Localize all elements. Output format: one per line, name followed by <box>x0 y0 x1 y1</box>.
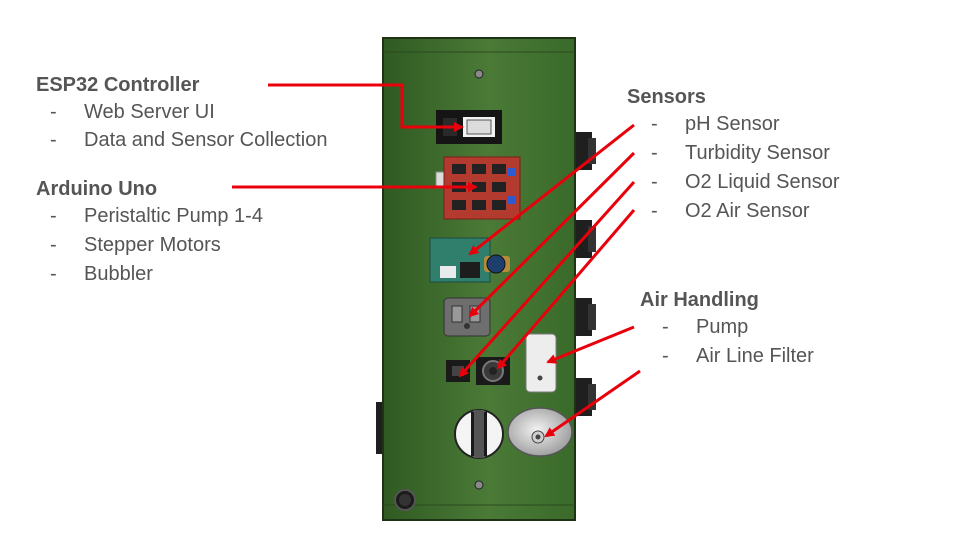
list-item: - Turbidity Sensor <box>637 139 840 168</box>
esp32-controller-group: ESP32 Controller - Web Server UI - Data an… <box>36 72 327 154</box>
air-handling-list: - Pump - Air Line Filter <box>648 313 814 371</box>
list-item-label: Web Server UI <box>84 101 215 123</box>
o2-air-sensor <box>476 357 510 385</box>
list-item-label: Pump <box>696 316 749 338</box>
bullet-dash: - <box>662 345 669 367</box>
list-item: - Peristaltic Pump 1-4 <box>36 202 263 231</box>
bullet-dash: - <box>50 234 57 256</box>
bubbler-disc <box>454 409 504 459</box>
list-item-label: Data and Sensor Collection <box>84 129 328 151</box>
list-item-label: Air Line Filter <box>696 345 814 367</box>
bullet-dash: - <box>662 316 669 338</box>
list-item-label: O2 Air Sensor <box>685 200 810 222</box>
air-line-filter-disc <box>507 407 573 457</box>
list-item-label: Bubbler <box>84 263 153 285</box>
arduino-shield <box>435 156 521 220</box>
bullet-dash: - <box>50 101 57 123</box>
sensors-title: Sensors <box>627 86 706 108</box>
left-connector <box>376 402 386 454</box>
list-item-label: Stepper Motors <box>84 234 221 256</box>
sensors-list: - pH Sensor - Turbidity Sensor - O2 Liquid … <box>637 110 840 226</box>
list-item: - O2 Liquid Sensor <box>637 168 840 197</box>
bullet-dash: - <box>651 200 658 222</box>
arduino-uno-list: - Peristaltic Pump 1-4 - Stepper Motors - B… <box>36 202 263 289</box>
list-item-label: O2 Liquid Sensor <box>685 171 840 193</box>
esp32-controller-list: - Web Server UI - Data and Sensor Collecti… <box>36 98 327 154</box>
o2-liquid-sensor <box>446 360 470 382</box>
bullet-dash: - <box>651 113 658 135</box>
air-pump <box>525 333 557 393</box>
list-item: - Web Server UI <box>36 98 327 126</box>
arduino-uno-title: Arduino Uno <box>36 178 158 200</box>
list-item-label: pH Sensor <box>685 113 780 135</box>
turbidity-sensor <box>443 297 491 337</box>
bullet-dash: - <box>651 171 658 193</box>
bullet-dash: - <box>50 263 57 285</box>
arduino-uno-group: Arduino Uno - Peristaltic Pump 1-4 - Stepp… <box>36 176 263 289</box>
list-item-label: Turbidity Sensor <box>685 142 830 164</box>
esp32-controller-title: ESP32 Controller <box>36 74 200 96</box>
list-item: - Pump <box>648 313 814 342</box>
sensors-group: Sensors - pH Sensor - Turbidity Sensor - O2… <box>627 84 840 226</box>
list-item: - pH Sensor <box>637 110 840 139</box>
list-item: - Stepper Motors <box>36 231 263 260</box>
list-item: - Data and Sensor Collection <box>36 126 327 154</box>
list-item: - Bubbler <box>36 260 263 289</box>
bullet-dash: - <box>651 142 658 164</box>
mount-hole-top <box>474 69 484 79</box>
air-handling-group: Air Handling - Pump - Air Line Filter <box>640 287 814 371</box>
mount-hole-bottom <box>474 480 484 490</box>
list-item: - Air Line Filter <box>648 342 814 371</box>
bullet-dash: - <box>50 205 57 227</box>
air-handling-title: Air Handling <box>640 289 759 311</box>
esp32-module <box>436 110 502 144</box>
bullet-dash: - <box>50 129 57 151</box>
list-item: - O2 Air Sensor <box>637 197 840 226</box>
list-item-label: Peristaltic Pump 1-4 <box>84 205 263 227</box>
